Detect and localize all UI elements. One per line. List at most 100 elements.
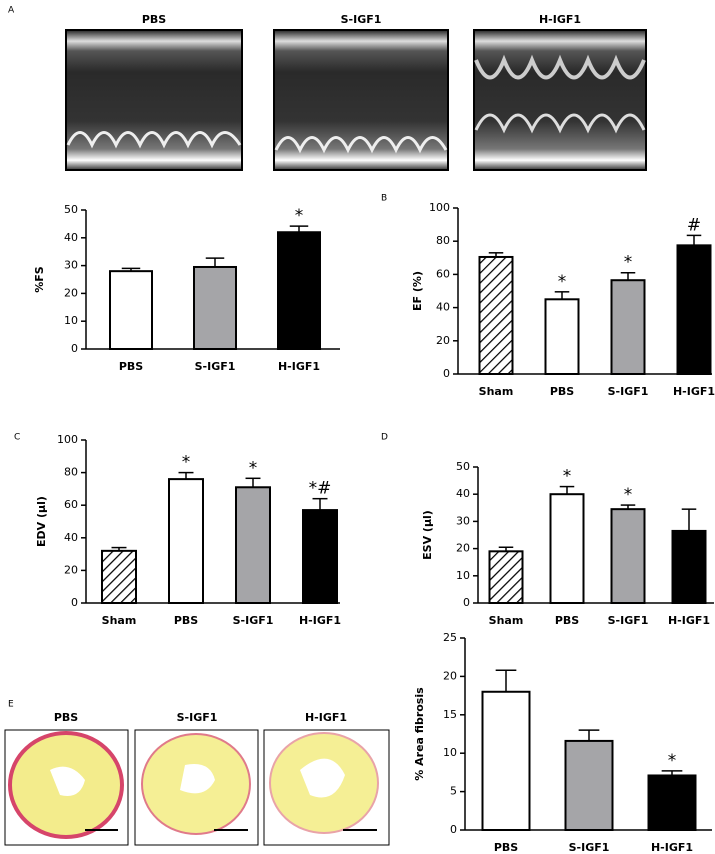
bar xyxy=(676,244,712,375)
echo-trace xyxy=(274,136,448,154)
y-axis-label: %FS xyxy=(33,266,46,293)
echo-trace xyxy=(474,54,646,80)
bar xyxy=(488,550,524,605)
echo-image xyxy=(473,29,647,171)
y-tick-label: 20 xyxy=(456,542,470,555)
image-label: H-IGF1 xyxy=(305,711,347,724)
x-tick-label: S-IGF1 xyxy=(608,385,649,398)
x-tick-label: H-IGF1 xyxy=(278,360,320,373)
y-tick-label: 80 xyxy=(436,234,450,247)
x-tick-label: H-IGF1 xyxy=(299,614,341,627)
bar xyxy=(478,255,514,375)
bar xyxy=(610,279,646,375)
annotation: * xyxy=(624,485,633,505)
y-tick-label: 100 xyxy=(57,433,78,446)
y-tick-label: 30 xyxy=(456,514,470,527)
x-tick-label: H-IGF1 xyxy=(673,385,715,398)
x-tick-label: Sham xyxy=(479,385,514,398)
bar xyxy=(610,508,646,604)
echo-trace xyxy=(474,113,646,134)
x-tick-label: PBS xyxy=(174,614,198,627)
x-tick-label: PBS xyxy=(119,360,143,373)
bar xyxy=(647,774,697,831)
panel-label: A xyxy=(8,6,15,16)
y-tick-label: 5 xyxy=(450,785,457,798)
y-tick-label: 0 xyxy=(463,596,470,609)
chart: 0 20 40 60 80 100 EDV (μl) Sham PBS * S-IGF1 * H-IGF… xyxy=(35,433,341,627)
bar xyxy=(109,270,153,350)
x-tick-label: PBS xyxy=(555,614,579,627)
histology-images: PBS S-IGF1 H-IGF1 xyxy=(4,711,390,846)
echo-images: PBS S-IGF1 H-IGF1 xyxy=(65,13,647,171)
panel-label: B xyxy=(381,194,387,204)
chart: 0 20 40 60 80 100 EF (%) Sham PBS * S-IGF1 * H-IGF1 # xyxy=(411,201,715,398)
y-tick-label: 0 xyxy=(71,342,78,355)
y-tick-label: 20 xyxy=(443,669,457,682)
annotation: *# xyxy=(309,479,332,499)
y-tick-label: 40 xyxy=(436,301,450,314)
x-tick-label: S-IGF1 xyxy=(608,614,649,627)
x-tick-label: PBS xyxy=(494,841,518,854)
lumen xyxy=(300,758,345,798)
image-label: PBS xyxy=(142,13,166,26)
y-axis-label: % Area fibrosis xyxy=(413,687,426,781)
y-tick-label: 40 xyxy=(64,531,78,544)
y-tick-label: 60 xyxy=(64,498,78,511)
y-axis-label: ESV (μl) xyxy=(421,510,434,560)
echo-trace xyxy=(66,131,242,149)
bar xyxy=(544,298,580,375)
y-tick-label: 15 xyxy=(443,708,457,721)
y-tick-label: 60 xyxy=(436,267,450,280)
chart: 0 10 20 30 40 50 ESV (μl) Sham PBS * S-IGF1 * H-IGF1 xyxy=(421,460,714,627)
y-tick-label: 30 xyxy=(64,259,78,272)
annotation: # xyxy=(687,215,701,235)
annotation: * xyxy=(182,453,191,473)
x-tick-label: Sham xyxy=(489,614,524,627)
x-tick-label: H-IGF1 xyxy=(668,614,710,627)
x-tick-label: H-IGF1 xyxy=(651,841,693,854)
annotation: * xyxy=(558,272,567,292)
lumen xyxy=(50,766,85,796)
y-tick-label: 20 xyxy=(64,563,78,576)
y-tick-label: 0 xyxy=(71,596,78,609)
bar xyxy=(101,549,137,605)
y-tick-label: 20 xyxy=(64,286,78,299)
y-tick-label: 0 xyxy=(443,367,450,380)
echo-image xyxy=(65,29,243,171)
x-tick-label: Sham xyxy=(102,614,137,627)
lumen xyxy=(180,764,215,794)
y-tick-label: 40 xyxy=(64,231,78,244)
bar xyxy=(277,231,321,351)
x-tick-label: S-IGF1 xyxy=(195,360,236,373)
y-tick-label: 25 xyxy=(443,631,457,644)
y-tick-label: 10 xyxy=(64,314,78,327)
annotation: * xyxy=(668,751,677,771)
y-tick-label: 100 xyxy=(429,201,450,214)
image-label: S-IGF1 xyxy=(177,711,218,724)
y-tick-label: 80 xyxy=(64,466,78,479)
y-tick-label: 10 xyxy=(456,569,470,582)
y-axis-label: EDV (μl) xyxy=(35,496,48,547)
bar xyxy=(235,486,271,604)
panel-label: C xyxy=(14,433,20,443)
y-axis-label: EF (%) xyxy=(411,271,424,311)
bar xyxy=(168,478,204,604)
image-label: S-IGF1 xyxy=(341,13,382,26)
x-tick-label: S-IGF1 xyxy=(569,841,610,854)
bar xyxy=(302,509,338,604)
y-tick-label: 40 xyxy=(456,487,470,500)
annotation: * xyxy=(295,206,304,226)
bar xyxy=(564,739,614,831)
image-label: H-IGF1 xyxy=(539,13,581,26)
bar xyxy=(549,493,585,605)
image-label: PBS xyxy=(54,711,78,724)
panel-label: D xyxy=(381,433,388,443)
x-tick-label: S-IGF1 xyxy=(233,614,274,627)
bar xyxy=(671,529,707,604)
annotation: * xyxy=(624,253,633,273)
x-tick-label: PBS xyxy=(550,385,574,398)
annotation: * xyxy=(249,458,258,478)
bar xyxy=(481,690,531,832)
y-tick-label: 10 xyxy=(443,746,457,759)
